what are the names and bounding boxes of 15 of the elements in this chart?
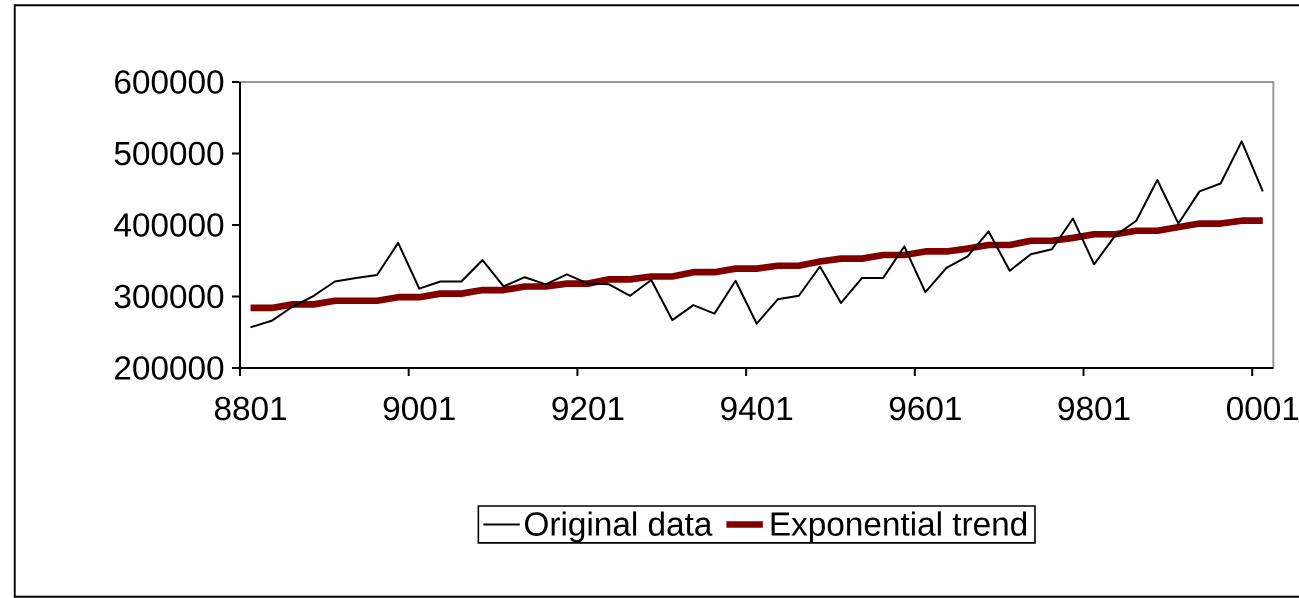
x-tick-label: 9601 bbox=[889, 396, 961, 421]
x-tick-label: 0001 bbox=[1227, 396, 1299, 421]
x-tick-label: 9201 bbox=[552, 396, 624, 421]
legend-label: Exponential trend bbox=[771, 511, 1027, 543]
y-tick-label: 300000 bbox=[114, 284, 224, 309]
y-tick-label: 600000 bbox=[115, 70, 224, 94]
x-tick-label: 8801 bbox=[214, 396, 286, 421]
x-tick-label: 9001 bbox=[383, 396, 455, 421]
y-tick-label: 200000 bbox=[115, 356, 224, 380]
y-tick-label: 500000 bbox=[114, 141, 224, 166]
line-series bbox=[249, 140, 1264, 329]
x-tick-label: 9801 bbox=[1058, 396, 1130, 421]
y-tick-label: 400000 bbox=[114, 213, 224, 237]
x-tick-label: 9401 bbox=[721, 396, 793, 421]
legend-label: Original data bbox=[525, 511, 713, 543]
